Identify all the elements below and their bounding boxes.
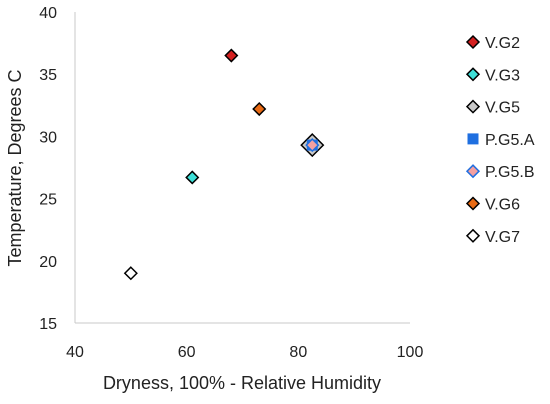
tick-labels: 40 60 80 100 15 20 25 30 35 40 xyxy=(39,5,423,361)
legend-marker xyxy=(465,34,481,50)
data-point-p-g5-b xyxy=(305,138,320,153)
legend-marker xyxy=(465,99,481,114)
y-tick-label: 20 xyxy=(39,254,57,271)
legend-marker xyxy=(465,196,481,211)
y-tick-label: 15 xyxy=(39,316,57,333)
legend-marker xyxy=(465,67,481,82)
y-tick-label: 25 xyxy=(39,192,57,209)
axes xyxy=(74,12,410,324)
legend-label: V.G6 xyxy=(485,197,520,214)
legend: V.G2 V.G3 V.G5 P.G5.A P.G5.B V.G6 V.G7 xyxy=(465,34,535,246)
y-tick-label: 40 xyxy=(39,5,57,22)
data-point-v-g6 xyxy=(252,101,267,117)
x-tick-label: 80 xyxy=(289,344,307,361)
y-tick-label: 30 xyxy=(39,129,57,146)
data-point-v-g7 xyxy=(123,266,138,281)
x-tick-label: 40 xyxy=(66,344,84,361)
y-tick-label: 35 xyxy=(39,67,57,84)
y-axis-title: Temperature, Degrees C xyxy=(5,69,25,266)
legend-label: V.G3 xyxy=(485,67,520,84)
legend-label: V.G7 xyxy=(485,229,520,246)
legend-marker xyxy=(465,164,481,179)
legend-marker xyxy=(465,228,481,243)
legend-marker xyxy=(467,133,479,145)
legend-label: P.G5.A xyxy=(485,132,535,149)
x-tick-label: 60 xyxy=(178,344,196,361)
data-point-v-g3 xyxy=(185,170,200,185)
data-points xyxy=(123,48,325,281)
legend-label: V.G2 xyxy=(485,35,520,52)
x-tick-label: 100 xyxy=(397,344,424,361)
x-axis-title: Dryness, 100% - Relative Humidity xyxy=(103,373,381,393)
legend-label: V.G5 xyxy=(485,100,520,117)
data-point-v-g2 xyxy=(224,48,239,63)
legend-label: P.G5.B xyxy=(485,164,535,181)
